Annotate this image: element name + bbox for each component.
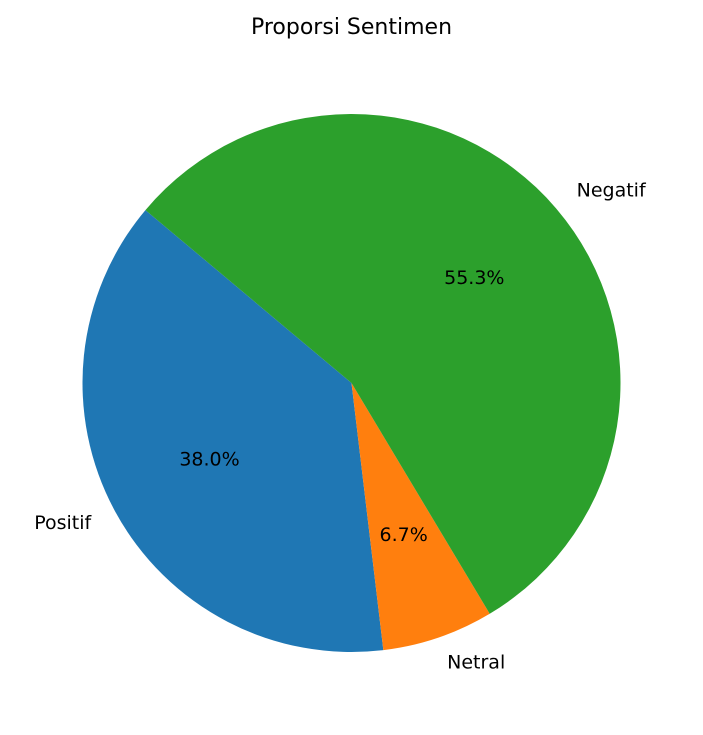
chart-title: Proporsi Sentimen: [251, 15, 452, 40]
pie-slice-positif: [82, 210, 384, 652]
pie-slice-netral: [351, 383, 490, 651]
pie-slice-negatif: [145, 114, 621, 614]
slice-label-positif: Positif: [34, 512, 92, 534]
pct-label-positif: 38.0%: [179, 448, 239, 470]
slice-label-netral: Netral: [447, 652, 505, 674]
pct-label-negatif: 55.3%: [444, 267, 504, 289]
slices-layer: [82, 114, 621, 652]
pct-label-netral: 6.7%: [380, 524, 428, 546]
labels-layer: Positif 38.0% Netral 6.7% Negatif 55.3%: [34, 179, 647, 673]
slice-label-negatif: Negatif: [577, 179, 647, 201]
